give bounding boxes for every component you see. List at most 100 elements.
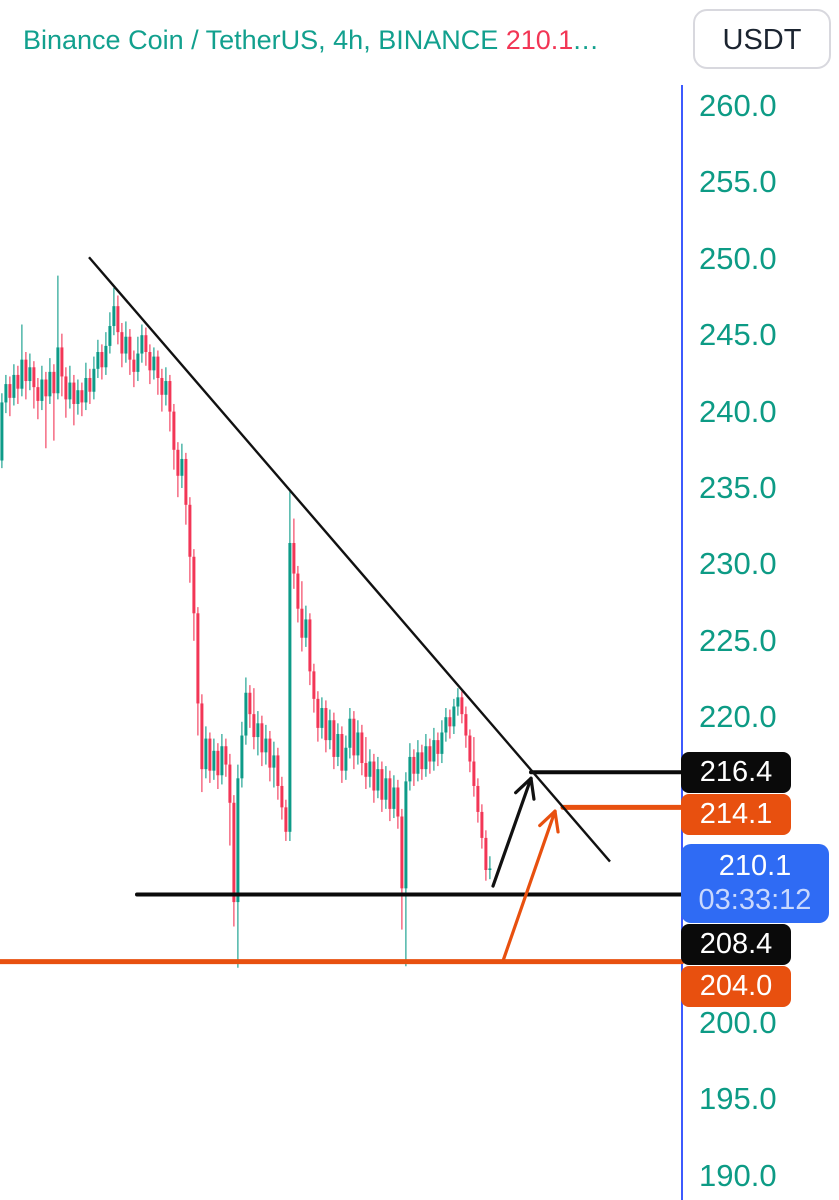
candle-down	[484, 837, 488, 870]
candle-down	[480, 811, 484, 838]
candle-down	[32, 367, 36, 388]
candle-down	[216, 750, 220, 776]
candle-down	[144, 335, 148, 353]
candle-down	[436, 740, 440, 754]
candle-down	[476, 785, 480, 812]
candle-down	[132, 359, 136, 372]
candle-up	[288, 543, 292, 832]
candle-up	[204, 738, 208, 770]
candle-down	[388, 778, 392, 809]
candle-up	[68, 382, 72, 400]
candle-down	[448, 717, 452, 727]
candle-down	[300, 608, 304, 638]
candle-down	[52, 371, 56, 394]
bar-countdown-timer: 03:33:12	[698, 884, 812, 917]
candle-down	[36, 387, 40, 401]
trendline-segment[interactable]	[88, 256, 611, 863]
candle-down	[172, 411, 176, 450]
candle-up	[136, 353, 140, 372]
candle-up	[256, 723, 260, 738]
candle-down	[372, 761, 376, 791]
black-up-arrow[interactable]	[491, 776, 536, 888]
currency-toggle-button[interactable]: USDT	[693, 9, 831, 69]
candle-down	[8, 384, 12, 398]
candle-up	[328, 720, 332, 741]
candle-down	[312, 671, 316, 699]
descending-trendline[interactable]	[88, 256, 611, 863]
candle-up	[112, 306, 116, 327]
price-tick-label: 240.0	[699, 393, 777, 429]
candle-down	[468, 735, 472, 762]
candle-down	[252, 714, 256, 738]
price-preview-ellipsis: ...	[573, 25, 599, 55]
price-level-label-216.4: 216.4	[681, 751, 791, 793]
candle-down	[324, 708, 328, 741]
symbol-title[interactable]: Binance Coin / TetherUS, 4h, BINANCE 210…	[23, 0, 599, 80]
candle-down	[292, 543, 296, 574]
candle-up	[56, 347, 60, 394]
price-tick-label: 220.0	[699, 699, 777, 735]
price-tick-label: 260.0	[699, 88, 777, 123]
candle-down	[192, 556, 196, 614]
candle-down	[24, 359, 28, 382]
candle-down	[72, 382, 76, 404]
candle-down	[332, 720, 336, 757]
candle-down	[224, 746, 228, 765]
candle-down	[60, 347, 64, 377]
candle-down	[400, 816, 404, 889]
candle-up	[336, 734, 340, 757]
current-price-value: 210.1	[718, 850, 792, 883]
candle-up	[272, 755, 276, 768]
candle-down	[284, 807, 288, 832]
candle-down	[396, 787, 400, 817]
candle-up	[28, 367, 32, 382]
candle-up	[96, 352, 100, 369]
candle-down	[156, 356, 160, 378]
price-tick-label: 235.0	[699, 470, 777, 505]
price-level-label-208.4: 208.4	[681, 924, 791, 966]
candle-up	[124, 336, 128, 354]
candle-down	[248, 692, 252, 715]
candle-down	[148, 352, 152, 371]
candle-up	[432, 740, 436, 762]
candle-down	[340, 734, 344, 771]
current-price-label: 210.1 03:33:12	[681, 844, 829, 924]
candle-up	[424, 746, 428, 770]
orange-up-arrow[interactable]	[501, 809, 560, 963]
candle-up	[240, 735, 244, 779]
price-tick-label: 250.0	[699, 240, 777, 276]
candle-up	[12, 374, 16, 398]
candle-down	[88, 377, 92, 392]
candle-down	[160, 377, 164, 395]
candle-up	[452, 706, 456, 727]
candle-up	[348, 718, 352, 748]
candle-up	[84, 377, 88, 403]
candle-up	[392, 787, 396, 809]
candle-up	[368, 761, 372, 777]
candle-down	[316, 698, 320, 728]
candle-up	[180, 458, 184, 476]
candle-up	[244, 692, 248, 736]
candle-up	[444, 717, 448, 733]
candle-down	[128, 336, 132, 360]
candle-up	[264, 738, 268, 753]
symbol-title-text: Binance Coin / TetherUS, 4h, BINANCE	[23, 25, 499, 55]
price-tick-label: 195.0	[699, 1081, 777, 1117]
candle-down	[460, 697, 464, 715]
candle-up	[376, 769, 380, 791]
candle-down	[428, 746, 432, 762]
price-tick-label: 245.0	[699, 317, 777, 353]
candle-down	[412, 756, 416, 774]
candlesticks	[0, 275, 492, 968]
candle-down	[360, 732, 364, 764]
candle-up	[384, 778, 388, 800]
candle-down	[200, 703, 204, 770]
price-tick-label: 230.0	[699, 546, 777, 582]
candle-down	[308, 619, 312, 672]
price-tick-label: 200.0	[699, 1004, 777, 1040]
horizontal-level-lines	[0, 770, 685, 965]
candle-up	[416, 752, 420, 774]
candle-down	[116, 306, 120, 333]
